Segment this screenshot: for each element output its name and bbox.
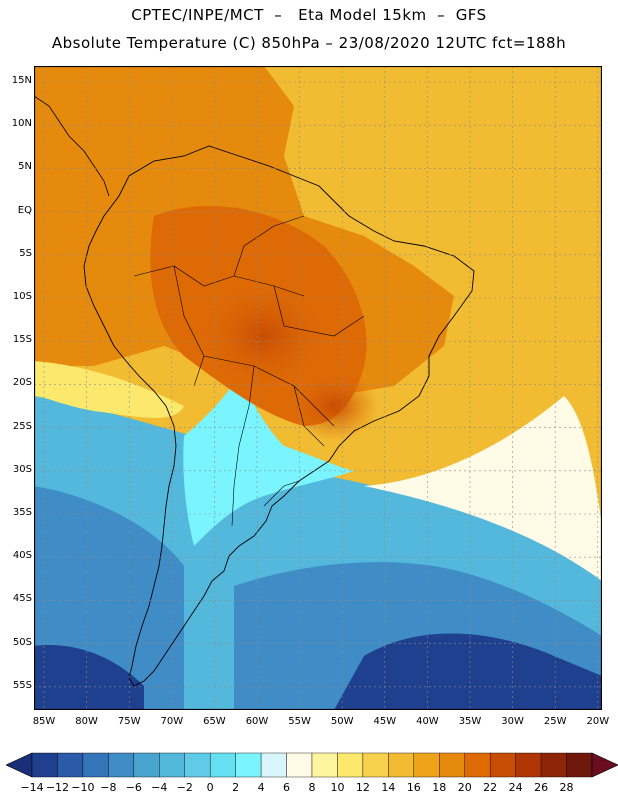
longitude-label: 50W — [330, 716, 354, 727]
legend-swatch — [159, 752, 185, 778]
legend-swatch — [235, 752, 262, 778]
legend-swatch — [388, 752, 415, 778]
latitude-label: 5N — [18, 161, 32, 173]
latitude-label: 45S — [12, 593, 32, 605]
map-frame — [34, 66, 602, 710]
legend-swatch — [566, 752, 593, 778]
legend-swatch — [439, 752, 465, 778]
legend-swatch — [286, 752, 313, 778]
legend-swatch — [108, 752, 135, 778]
legend-swatch — [31, 752, 58, 778]
longitude-label: 80W — [75, 716, 98, 727]
legend-label: −10 — [71, 781, 95, 794]
legend-label: 2 — [232, 781, 240, 794]
legend-low-arrow — [6, 752, 33, 778]
field-cream-band — [364, 396, 602, 581]
longitude-label: 40W — [416, 716, 439, 727]
latitude-label: 55S — [12, 679, 32, 691]
legend-swatch — [260, 752, 287, 778]
legend-label: −14 — [20, 781, 44, 794]
legend-swatch — [362, 752, 389, 778]
legend-label: 14 — [381, 781, 396, 794]
legend-label: 8 — [308, 781, 316, 794]
field-hot-core — [194, 276, 334, 396]
coastline-central-america — [34, 95, 110, 197]
field-deep-blue — [34, 633, 602, 710]
legend-swatch — [489, 752, 516, 778]
legend-swatch — [82, 752, 109, 778]
field-hot-core-2 — [289, 371, 379, 441]
latitude-label: 20S — [12, 377, 32, 389]
legend-label: 10 — [330, 781, 345, 794]
map-title-line-1: CPTEC/INPE/MCT – Eta Model 15km – GFS — [131, 6, 487, 24]
latitude-label: 15S — [12, 334, 32, 346]
longitude-label: 30W — [501, 716, 524, 727]
legend-swatch — [337, 752, 364, 778]
legend-label: −2 — [176, 781, 193, 794]
legend-label: 20 — [457, 781, 472, 794]
latitude-label: 25S — [12, 420, 32, 432]
longitude-label: 70W — [160, 716, 184, 727]
legend-label: 26 — [534, 781, 549, 794]
legend-swatch — [311, 752, 338, 778]
latitude-label: 15N — [11, 75, 32, 86]
legend-label: −4 — [151, 781, 168, 794]
legend-label: −6 — [125, 781, 142, 794]
longitude-label: 25W — [543, 716, 567, 727]
longitude-label: 45W — [373, 716, 397, 727]
field-cyan-band — [183, 376, 354, 546]
legend-swatch — [133, 752, 160, 778]
legend-label: 12 — [355, 781, 370, 794]
latitude-label: 10N — [11, 118, 32, 130]
latitude-label: EQ — [17, 204, 32, 216]
longitude-label: 20W — [586, 716, 610, 727]
legend-swatch — [184, 752, 211, 778]
legend-label: 16 — [406, 781, 421, 794]
longitude-label: 35W — [458, 716, 482, 727]
legend-label: 18 — [432, 781, 447, 794]
graticule — [34, 66, 602, 710]
latitude-label: 35S — [12, 507, 32, 518]
legend-swatch — [413, 752, 440, 778]
legend-label: 6 — [283, 781, 291, 794]
legend-label: −8 — [100, 781, 117, 794]
legend-label: 4 — [257, 781, 265, 794]
legend-label: 28 — [559, 781, 574, 794]
longitude-label: 55W — [288, 716, 311, 727]
legend-swatch — [540, 752, 567, 778]
legend-high-arrow — [591, 752, 618, 778]
legend-swatch — [209, 752, 236, 778]
legend-label: −12 — [45, 781, 70, 794]
legend-swatch — [57, 752, 84, 778]
legend-label: 0 — [206, 781, 214, 794]
map-title-line-2: Absolute Temperature (C) 850hPa – 23/08/… — [51, 34, 567, 52]
legend-swatch — [464, 752, 491, 778]
longitude-label: 60W — [245, 716, 269, 727]
legend-label: 22 — [483, 781, 498, 794]
field-yellow-andes — [34, 361, 184, 418]
color-legend — [6, 752, 618, 778]
legend-swatch — [515, 752, 542, 778]
latitude-label: 5S — [19, 247, 32, 259]
longitude-label: 85W — [32, 716, 56, 727]
latitude-label: 40S — [12, 550, 32, 562]
longitude-label: 65W — [203, 716, 226, 727]
latitude-label: 50S — [12, 636, 32, 648]
latitude-label: 30S — [12, 463, 32, 475]
legend-label: 24 — [508, 781, 523, 794]
border-lines — [133, 215, 365, 527]
longitude-label: 75W — [117, 716, 141, 727]
coastline-south-america — [83, 145, 475, 687]
latitude-label: 10S — [12, 291, 32, 302]
temperature-map — [34, 66, 602, 710]
